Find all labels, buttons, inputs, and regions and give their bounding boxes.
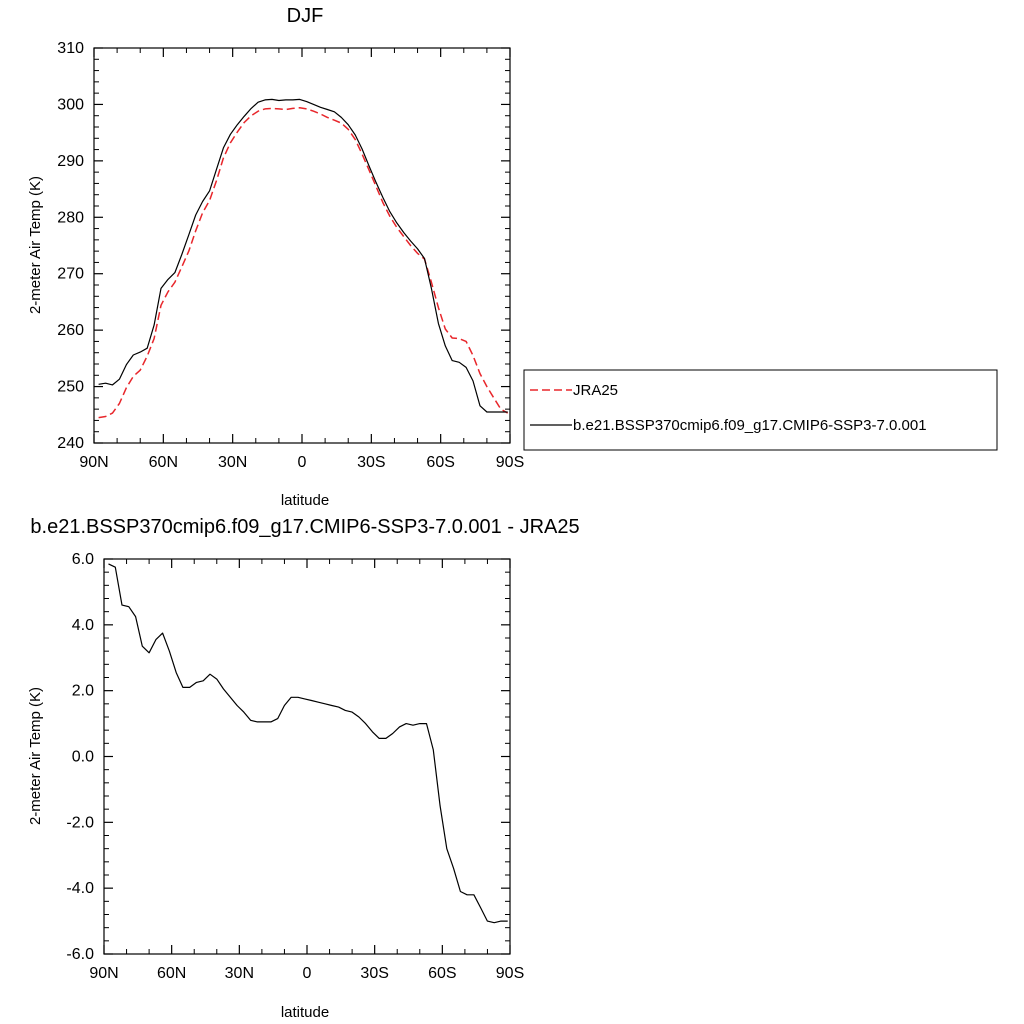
top-x-tick-label: 0: [298, 454, 307, 471]
bottom-chart-title: b.e21.BSSP370cmip6.f09_g17.CMIP6-SSP3-7.…: [30, 516, 579, 538]
top-y-tick-label: 260: [57, 322, 84, 339]
bottom-plot-frame: [103, 558, 511, 955]
bottom-y-tick-label: -4.0: [66, 880, 94, 897]
top-x-tick-label: 90N: [79, 454, 108, 471]
legend-box: [523, 369, 998, 451]
top-plot-frame: [93, 47, 511, 444]
top-y-tick-label: 300: [57, 96, 84, 113]
top-panel: DJF 90N 60N 30N 0 30S 60S 90S 240 250 260 270 280 29…: [27, 5, 524, 509]
bottom-y-tick-label: 2.0: [72, 683, 94, 700]
bottom-y-tick-label: 0.0: [72, 749, 94, 766]
top-series-line-0: [98, 107, 509, 419]
bottom-x-tick-label: 30S: [360, 965, 388, 982]
top-x-tick-label: 30S: [357, 454, 385, 471]
bottom-ticks: 90N 60N 30N 0 30S 60S 90S -6.0 -4.0 -2.0 0.0 2.0 4.0…: [66, 551, 524, 982]
top-chart-title: DJF: [287, 5, 324, 27]
bottom-series-line-0: [108, 563, 508, 924]
top-y-tick-label: 250: [57, 379, 84, 396]
top-y-axis-label: 2-meter Air Temp (K): [27, 176, 44, 314]
top-y-tick-label: 290: [57, 153, 84, 170]
top-y-tick-label: 280: [57, 209, 84, 226]
top-y-tick-label: 240: [57, 435, 84, 452]
top-y-tick-label: 270: [57, 266, 84, 283]
bottom-panel: b.e21.BSSP370cmip6.f09_g17.CMIP6-SSP3-7.…: [27, 516, 580, 1021]
bottom-y-tick-label: -6.0: [66, 946, 94, 963]
bottom-x-tick-label: 30N: [225, 965, 254, 982]
bottom-x-tick-label: 60S: [428, 965, 456, 982]
legend-label-model: b.e21.BSSP370cmip6.f09_g17.CMIP6-SSP3-7.…: [573, 417, 927, 434]
bottom-x-axis-label: latitude: [281, 1004, 329, 1021]
top-ticks: 90N 60N 30N 0 30S 60S 90S 240 250 260 270 280 290 300…: [57, 40, 524, 471]
bottom-y-tick-label: 6.0: [72, 551, 94, 568]
bottom-y-axis-label: 2-meter Air Temp (K): [27, 687, 44, 825]
legend-label-jra25: JRA25: [573, 382, 618, 399]
bottom-x-tick-label: 90S: [496, 965, 524, 982]
top-x-axis-label: latitude: [281, 492, 329, 509]
top-series-lines: [98, 98, 509, 419]
top-y-tick-label: 310: [57, 40, 84, 57]
bottom-y-tick-label: -2.0: [66, 814, 94, 831]
top-series-line-1: [98, 98, 508, 413]
bottom-x-tick-label: 0: [303, 965, 312, 982]
bottom-x-tick-label: 60N: [157, 965, 186, 982]
bottom-x-tick-label: 90N: [89, 965, 118, 982]
bottom-y-tick-label: 4.0: [72, 617, 94, 634]
legend: JRA25 b.e21.BSSP370cmip6.f09_g17.CMIP6-S…: [523, 369, 998, 451]
top-x-tick-label: 30N: [218, 454, 247, 471]
top-x-tick-label: 60S: [426, 454, 454, 471]
bottom-series-lines: [108, 563, 508, 924]
top-x-tick-label: 60N: [149, 454, 178, 471]
top-x-tick-label: 90S: [496, 454, 524, 471]
